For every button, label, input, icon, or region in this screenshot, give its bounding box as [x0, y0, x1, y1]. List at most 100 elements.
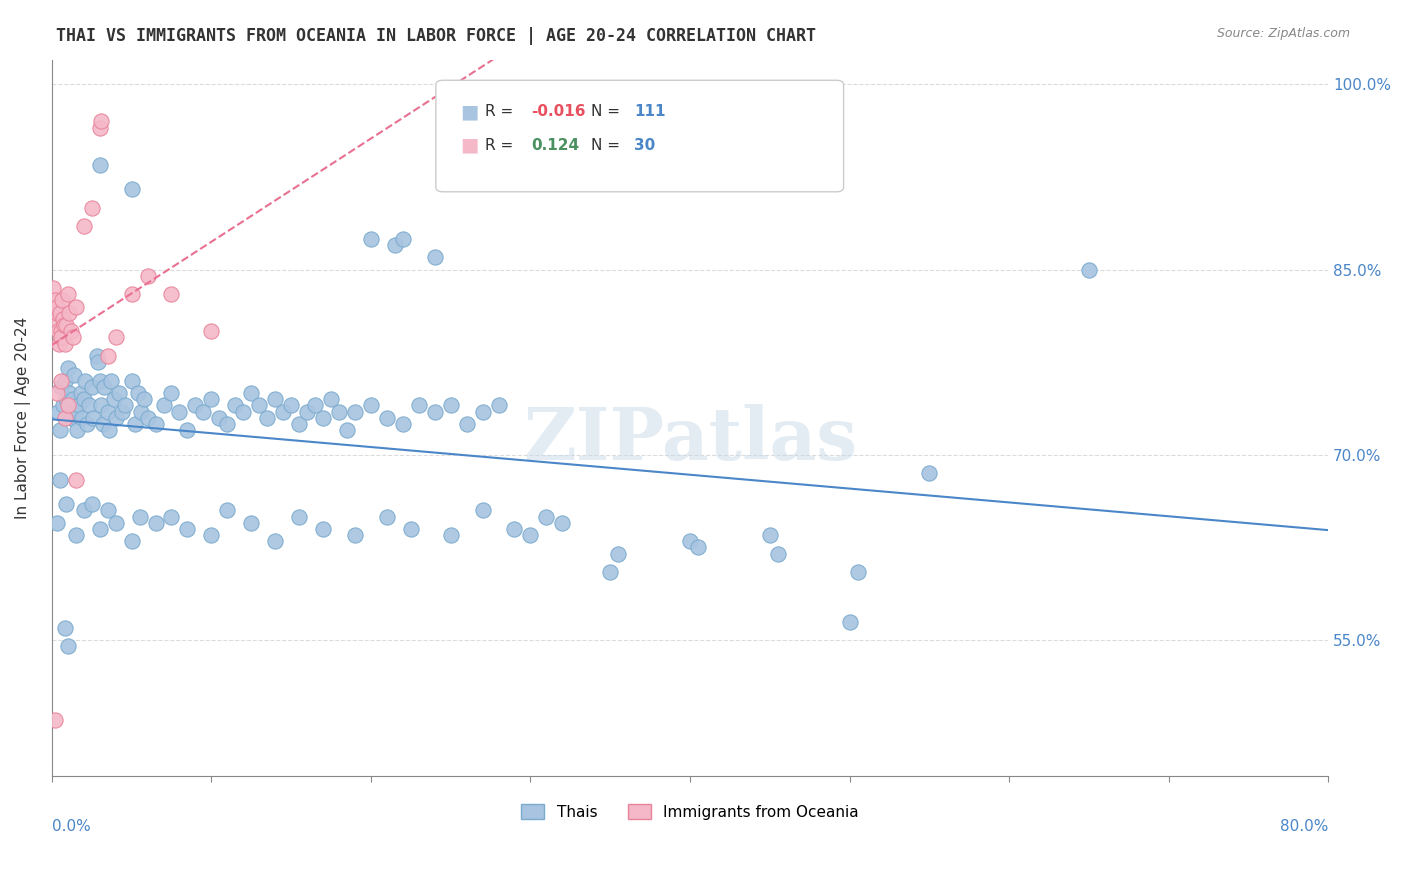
Point [423, 250, 446, 264]
Point [44, 714, 66, 728]
Point [114, 399, 136, 413]
Point [44, 293, 66, 308]
Point [90, 399, 112, 413]
Point [384, 238, 406, 252]
Point [89, 522, 111, 536]
Point [82, 410, 104, 425]
Point [67, 399, 90, 413]
Point [104, 410, 127, 425]
Point [91, 417, 114, 431]
Text: ■: ■ [460, 136, 478, 155]
Point [918, 467, 941, 481]
Point [136, 268, 159, 283]
Point [53, 336, 76, 351]
Text: N =: N = [591, 138, 620, 153]
Point [62, 392, 84, 407]
Point [73, 392, 96, 407]
Point [423, 404, 446, 418]
Point [89, 374, 111, 388]
Point [59, 324, 82, 338]
Text: 0.124: 0.124 [531, 138, 579, 153]
Point [264, 392, 287, 407]
Point [52, 399, 75, 413]
Point [399, 522, 422, 536]
Point [97, 404, 120, 418]
Point [45, 318, 67, 333]
Point [264, 534, 287, 549]
Point [80, 380, 103, 394]
Point [51, 374, 73, 388]
Point [256, 410, 278, 425]
Point [336, 423, 359, 437]
Point [121, 534, 143, 549]
Point [53, 410, 76, 425]
Point [391, 417, 413, 431]
Point [136, 410, 159, 425]
Point [375, 410, 398, 425]
Point [288, 509, 311, 524]
Point [124, 417, 146, 431]
Point [59, 410, 82, 425]
Point [56, 399, 79, 413]
Point [128, 509, 150, 524]
Point [200, 324, 222, 338]
Point [519, 528, 541, 542]
Text: -0.016: -0.016 [531, 104, 586, 119]
Point [51, 293, 73, 308]
Text: R =: R = [485, 104, 513, 119]
Point [46, 404, 69, 418]
Point [104, 516, 127, 530]
Point [89, 120, 111, 135]
Point [90, 114, 112, 128]
Point [58, 386, 80, 401]
Point [45, 386, 67, 401]
Point [56, 361, 79, 376]
Point [471, 404, 494, 418]
Point [49, 473, 72, 487]
Point [62, 330, 84, 344]
Point [70, 410, 93, 425]
Point [240, 386, 263, 401]
Text: 80.0%: 80.0% [1279, 819, 1329, 834]
Point [360, 232, 382, 246]
Point [295, 404, 318, 418]
Point [240, 516, 263, 530]
Point [271, 404, 294, 418]
Point [75, 374, 97, 388]
Point [98, 423, 121, 437]
Point [200, 392, 222, 407]
Point [440, 528, 463, 542]
Point [100, 374, 122, 388]
Point [121, 182, 143, 196]
Text: ZIPatlas: ZIPatlas [523, 404, 858, 475]
Point [52, 312, 75, 326]
Point [121, 374, 143, 388]
Point [838, 615, 860, 629]
Point [42, 281, 65, 295]
Point [53, 621, 76, 635]
Text: N =: N = [591, 104, 620, 119]
Point [73, 503, 96, 517]
Point [45, 306, 67, 320]
Point [456, 417, 478, 431]
Point [440, 399, 463, 413]
Point [53, 374, 76, 388]
Point [471, 503, 494, 517]
Text: 111: 111 [634, 104, 665, 119]
Point [66, 423, 89, 437]
Point [488, 399, 510, 413]
Point [48, 336, 70, 351]
Point [80, 201, 103, 215]
Point [551, 516, 574, 530]
Point [152, 399, 174, 413]
Point [97, 503, 120, 517]
Point [360, 399, 382, 413]
Point [52, 318, 75, 333]
Text: 0.0%: 0.0% [52, 819, 90, 834]
Point [1077, 262, 1099, 277]
Point [49, 324, 72, 338]
Point [184, 399, 207, 413]
Point [111, 404, 134, 418]
Point [536, 509, 558, 524]
Point [375, 509, 398, 524]
